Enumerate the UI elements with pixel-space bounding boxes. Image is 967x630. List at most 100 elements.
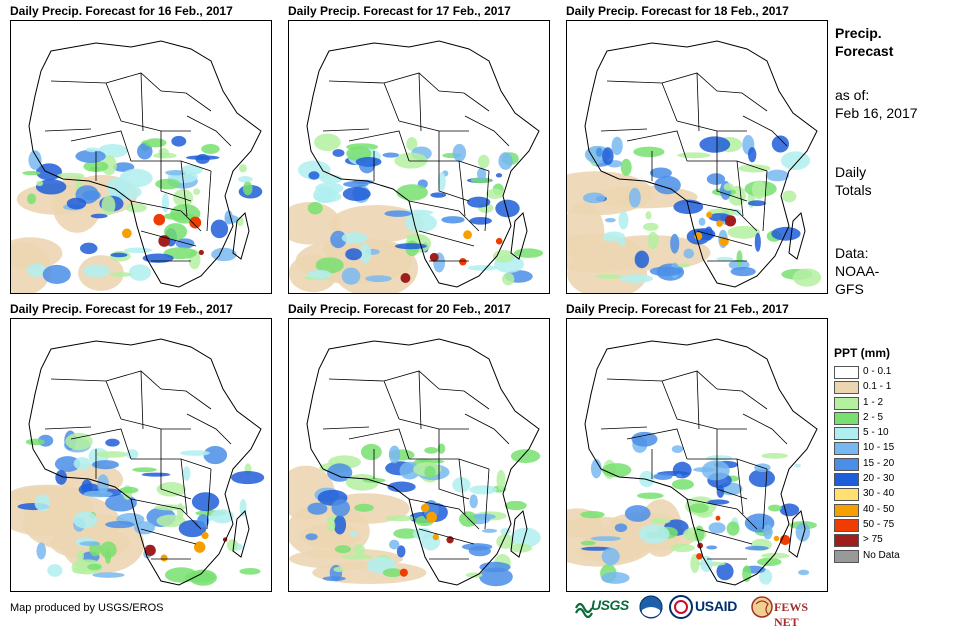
rain-area (101, 195, 116, 216)
rain-area (156, 482, 186, 497)
country-border (696, 230, 753, 247)
rain-area (180, 164, 203, 175)
legend-swatch (834, 396, 859, 410)
rain-area (763, 524, 773, 540)
country-border (676, 418, 747, 430)
panel-title: Daily Precip. Forecast for 18 Feb., 2017 (566, 4, 789, 18)
as-of-label: as of: (835, 87, 870, 103)
rain-area (601, 547, 620, 566)
country-border (626, 428, 688, 460)
side-title-line2: Forecast (835, 43, 894, 59)
rain-area (97, 474, 109, 494)
rain-area (97, 143, 128, 158)
rain-area (65, 432, 93, 450)
rain-area (761, 452, 788, 459)
rain-area (92, 460, 120, 470)
rain-area (437, 171, 446, 192)
country-border (736, 458, 744, 515)
rain-area (672, 461, 692, 479)
legend-label: 40 - 50 (863, 503, 895, 515)
rain-area (142, 253, 174, 263)
side-title: Precip. Forecast (835, 24, 893, 60)
rain-area (595, 147, 603, 157)
rain-area (707, 499, 730, 505)
rain-area (297, 160, 331, 180)
rain-area (171, 135, 187, 147)
rain-area (689, 503, 709, 513)
rain-area (754, 232, 761, 252)
rain-area (795, 522, 811, 542)
madagascar-outline (788, 510, 806, 558)
rain-area (210, 509, 234, 524)
rain-area (34, 494, 51, 512)
country-border (742, 413, 788, 445)
rain-area (333, 566, 345, 573)
rain-area (54, 456, 81, 472)
rain-area (794, 463, 801, 468)
rain-area (394, 243, 427, 250)
rain-area (751, 180, 767, 200)
continent-outline (584, 338, 818, 586)
rain-area (112, 162, 135, 172)
rain-area (479, 561, 511, 573)
rain-area (119, 486, 139, 494)
rain-area (738, 164, 771, 173)
madagascar-outline (788, 212, 806, 260)
legend-swatch (834, 457, 859, 471)
legend-label: 30 - 40 (863, 488, 895, 500)
rain-area (85, 147, 100, 153)
heavy-rain-cell (706, 211, 713, 218)
rain-area (72, 567, 87, 574)
country-border (50, 378, 122, 420)
country-border (736, 160, 744, 217)
rain-area (393, 528, 420, 539)
rain-area (590, 458, 602, 479)
legend-title: PPT (mm) (834, 346, 891, 360)
rain-area (726, 521, 740, 536)
rain-area (406, 136, 418, 151)
rain-area (771, 135, 790, 153)
legend-label: No Data (863, 549, 900, 561)
usaid-logo: USAID (669, 594, 749, 620)
country-border (140, 370, 144, 430)
rain-area (631, 431, 658, 447)
rain-area (473, 513, 496, 520)
country-border (438, 131, 470, 202)
rain-area (504, 500, 527, 511)
heavy-rain-cell (495, 237, 503, 245)
precip-map (10, 318, 272, 592)
rain-area (756, 557, 782, 567)
rain-area (469, 216, 492, 225)
rain-area (105, 438, 120, 447)
country-border (120, 418, 191, 430)
panel-title: Daily Precip. Forecast for 16 Feb., 2017 (10, 4, 233, 18)
as-of-block: as of: Feb 16, 2017 (835, 86, 918, 122)
rain-area (467, 264, 498, 271)
country-border (762, 468, 768, 530)
rain-area (482, 528, 498, 533)
country-border (70, 130, 132, 162)
heavy-rain-cell (201, 532, 209, 540)
country-border (686, 498, 758, 530)
rain-area (611, 136, 623, 156)
rain-area (315, 257, 344, 274)
legend-swatch (834, 366, 859, 379)
rain-area (723, 182, 734, 191)
heavy-rain-cell (194, 541, 206, 553)
rain-area (619, 274, 654, 283)
forecast-panel-day1: Daily Precip. Forecast for 16 Feb., 2017 (10, 4, 272, 294)
country-border (160, 90, 212, 112)
rain-area (782, 190, 797, 203)
rain-area (87, 563, 102, 571)
rain-area (748, 469, 776, 488)
legend-label: 20 - 30 (863, 473, 895, 485)
country-border (130, 200, 202, 232)
rain-area (677, 263, 690, 268)
country-border (383, 72, 440, 92)
rain-area (385, 515, 415, 522)
rain-area (706, 455, 733, 461)
rain-area (479, 567, 513, 587)
rain-area (602, 231, 625, 243)
country-border (206, 170, 212, 232)
rain-area (693, 467, 715, 473)
